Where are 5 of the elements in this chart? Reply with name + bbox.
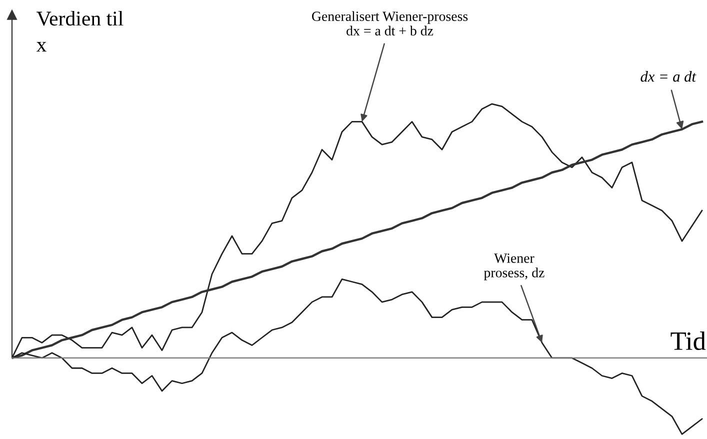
text: dx = a dt <box>640 71 696 82</box>
series-label: Wiener prosess, dz <box>484 254 544 280</box>
text: Generalisert Wiener-prosess dx = a dt + b dz <box>312 11 468 36</box>
y-axis-title: Verdien til x <box>36 10 124 52</box>
x-axis-title: Tid <box>670 331 706 350</box>
